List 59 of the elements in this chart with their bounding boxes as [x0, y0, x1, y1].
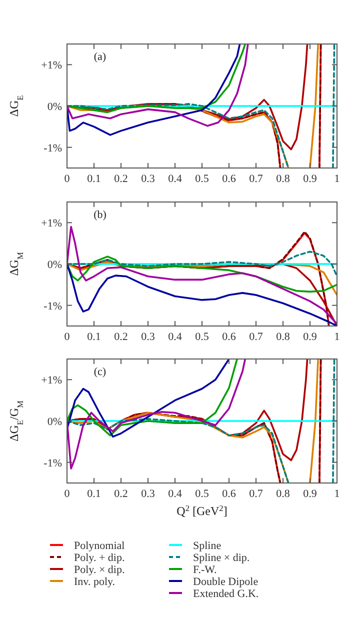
y-tick-label: 0%	[47, 259, 62, 271]
y-tick-label: +1%	[41, 218, 62, 230]
x-tick-label: 0.3	[141, 488, 156, 500]
x-tick-label: 0.7	[249, 488, 264, 500]
x-tick-label: 0.7	[249, 331, 264, 343]
legend-label: Double Dipole	[193, 576, 258, 588]
legend-label: Poly. × dip.	[74, 564, 125, 576]
x-tick-label: 0	[64, 331, 70, 343]
y-tick-label: -1%	[44, 457, 62, 470]
x-tick-label: 0.4	[168, 173, 182, 185]
x-tick-label: 0.4	[168, 331, 182, 343]
x-tick-label: 0.3	[141, 173, 156, 185]
x-tick-label: 1	[334, 488, 340, 500]
line-series	[67, 44, 246, 114]
x-axis-title: Q$^{2}$ [GeV$^{2}$]	[176, 504, 228, 518]
y-tick-label: +1%	[41, 374, 62, 387]
x-tick-label: 0	[64, 173, 70, 185]
x-tick-label: 0.1	[87, 488, 101, 500]
x-tick-label: 0.5	[195, 173, 210, 185]
legend-label: Spline × dip.	[193, 552, 250, 564]
y-tick-label: 0%	[47, 416, 62, 428]
x-tick-label: 0.5	[195, 488, 210, 500]
legend-label: Spline	[193, 540, 222, 552]
annotation: (b)	[94, 209, 107, 221]
x-tick-label: 0.2	[114, 331, 128, 343]
annotation: (c)	[94, 366, 106, 378]
x-tick-label: 0.1	[87, 173, 101, 185]
x-tick-label: 0.6	[222, 173, 236, 185]
x-tick-label: 0.2	[114, 173, 128, 185]
x-tick-label: 0.3	[141, 331, 156, 343]
legend-label: Inv. poly.	[74, 576, 116, 588]
y-tick-label: +1%	[41, 60, 62, 72]
x-tick-label: 0.4	[168, 488, 182, 500]
x-tick-label: 0.6	[222, 488, 236, 500]
x-tick-label: 0.8	[276, 173, 290, 185]
y-tick-label: 0%	[47, 101, 62, 113]
x-tick-label: 0.1	[87, 331, 101, 343]
x-tick-label: 0.9	[303, 331, 318, 343]
line-series	[67, 359, 246, 470]
x-tick-label: 0.9	[303, 488, 318, 500]
line-series	[67, 256, 337, 293]
x-tick-label: 1	[334, 331, 340, 343]
x-tick-label: 0.8	[276, 331, 290, 343]
annotation: (a)	[94, 51, 106, 63]
x-tick-label: 0.7	[249, 173, 264, 185]
legend-label: Poly. + dip.	[74, 552, 125, 564]
legend-label: Polynomial	[74, 540, 125, 552]
line-series	[67, 250, 337, 278]
y-tick-label: -1%	[44, 142, 62, 154]
legend-label: Extended G.K.	[193, 588, 259, 600]
legend-label: F.-W.	[193, 564, 218, 576]
y-tick-label: -1%	[44, 300, 62, 312]
x-tick-label: 0.6	[222, 331, 236, 343]
x-tick-label: 0.2	[114, 488, 128, 500]
x-tick-label: 0.8	[276, 488, 290, 500]
x-tick-label: 0	[64, 488, 70, 500]
x-tick-label: 0.9	[303, 173, 318, 185]
x-tick-label: 0.5	[195, 331, 210, 343]
x-tick-label: 1	[334, 173, 340, 185]
